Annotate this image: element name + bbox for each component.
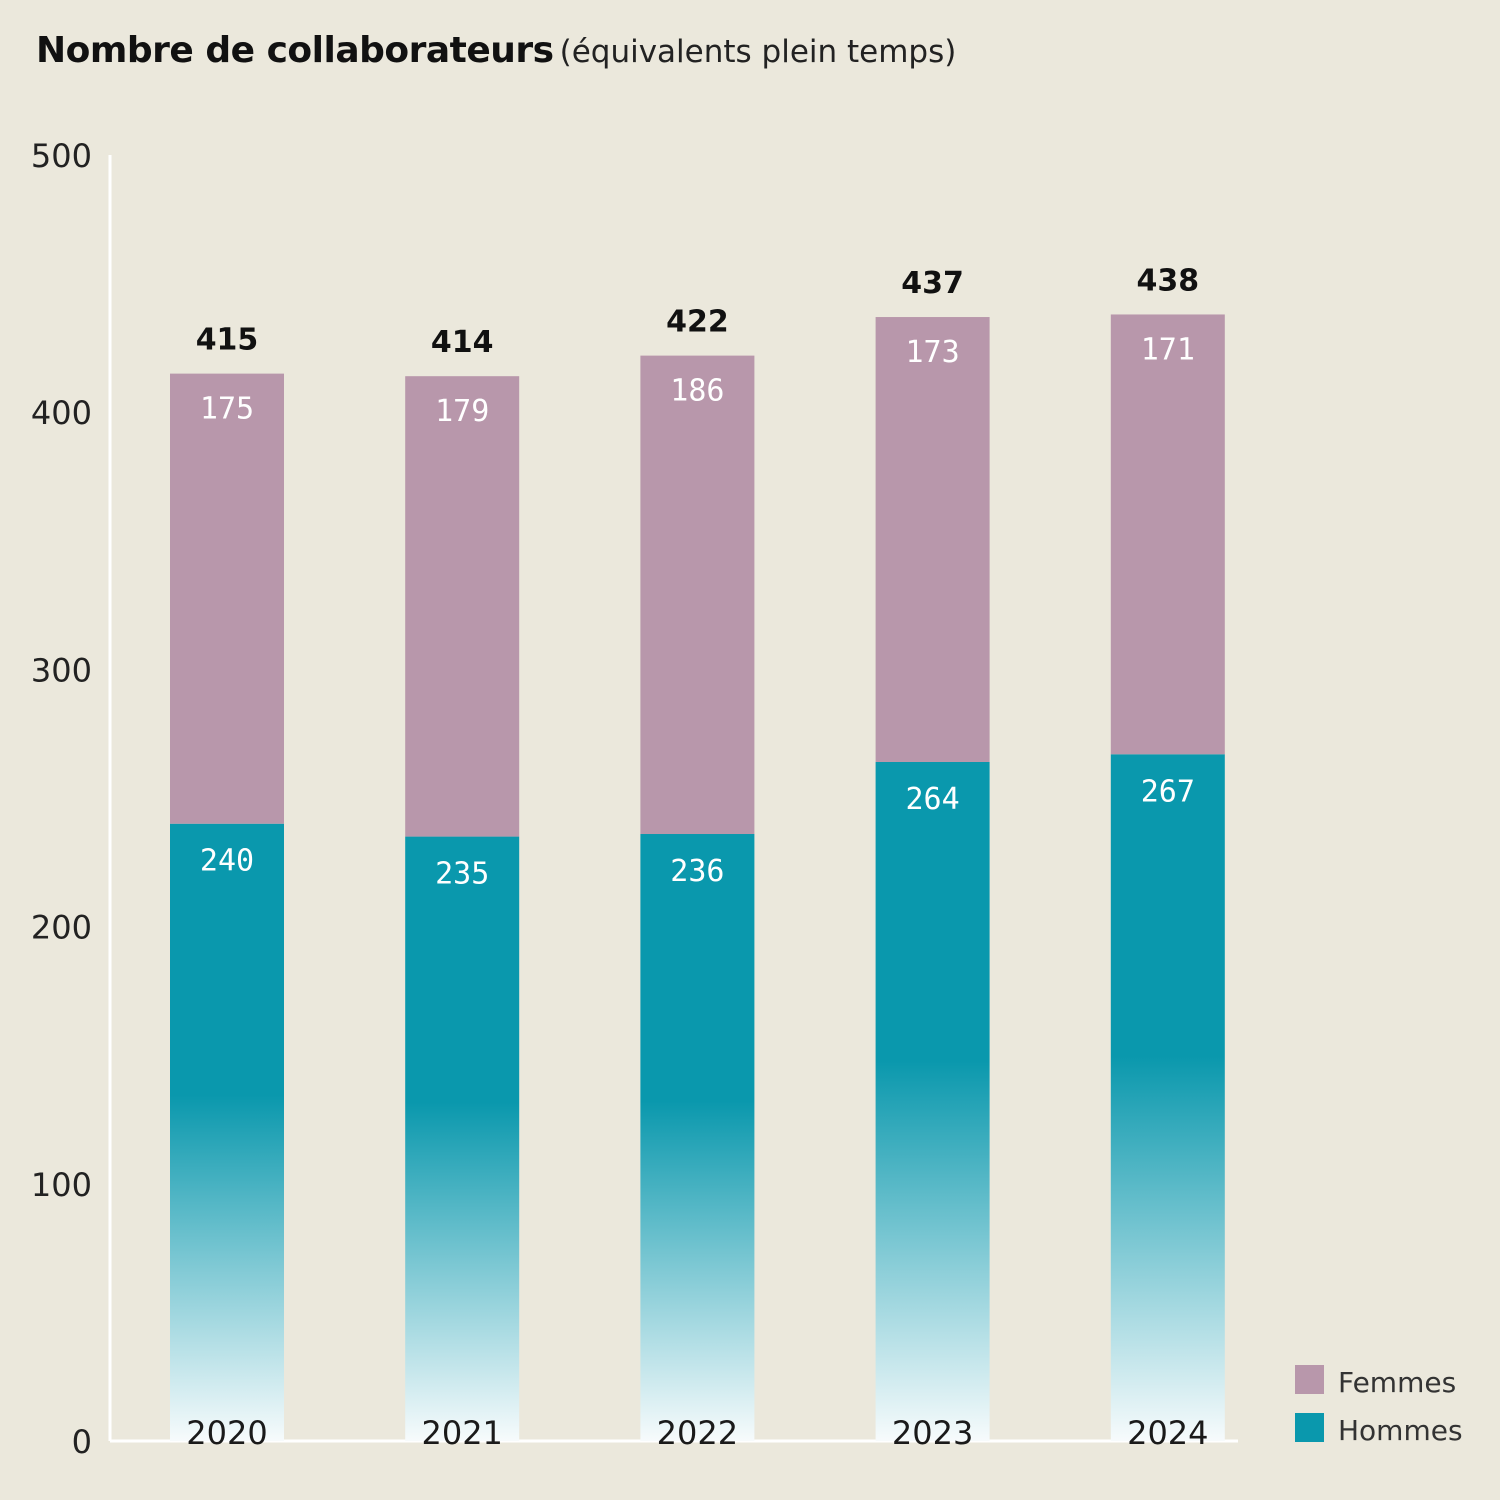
legend-swatch-hommes — [1295, 1413, 1324, 1442]
bars — [170, 314, 1225, 1441]
y-tick-label: 300 — [31, 651, 92, 689]
segment-label-femmes: 186 — [670, 374, 724, 409]
y-tick-label: 0 — [72, 1423, 92, 1461]
bar-segment-femmes — [170, 373, 284, 824]
y-tick-label: 100 — [31, 1166, 92, 1204]
total-label: 422 — [666, 305, 729, 340]
axes: 0 100 200 300 400 500 — [31, 137, 1238, 1461]
chart-title-block: Nombre de collaborateurs (équivalents ple… — [36, 30, 956, 71]
bar-segment-femmes — [405, 376, 520, 837]
chart-title: Nombre de collaborateurs — [36, 30, 554, 71]
total-label: 414 — [431, 325, 494, 360]
segment-label-hommes: 236 — [670, 854, 724, 889]
bar-segment-hommes — [170, 823, 284, 1441]
x-category-label: 2020 — [186, 1414, 267, 1452]
chart-subtitle: (équivalents plein temps) — [559, 34, 957, 70]
y-tick-label: 500 — [31, 137, 92, 175]
x-category-label: 2024 — [1127, 1414, 1208, 1452]
bar-segment-femmes — [1110, 314, 1225, 755]
legend: Femmes Hommes — [1295, 1365, 1463, 1447]
y-tick-label: 400 — [31, 394, 92, 432]
y-tick-label: 200 — [31, 909, 92, 947]
segment-label-femmes: 175 — [200, 392, 254, 427]
segment-label-hommes: 267 — [1141, 774, 1195, 809]
bar-segment-hommes — [640, 834, 755, 1441]
bar-segment-femmes — [875, 317, 990, 762]
legend-swatch-femmes — [1295, 1365, 1324, 1394]
bar-segment-hommes — [1110, 754, 1225, 1441]
bar-segment-hommes — [875, 761, 990, 1441]
segment-label-femmes: 179 — [435, 394, 489, 429]
total-label: 438 — [1136, 263, 1199, 298]
x-category-label: 2023 — [892, 1414, 973, 1452]
total-label: 415 — [196, 323, 259, 358]
legend-label-hommes: Hommes — [1338, 1414, 1463, 1447]
legend-label-femmes: Femmes — [1338, 1366, 1456, 1399]
segment-label-hommes: 264 — [906, 782, 960, 817]
segment-label-femmes: 173 — [906, 335, 960, 370]
bar-segment-hommes — [405, 836, 520, 1441]
x-category-label: 2021 — [421, 1414, 502, 1452]
bar-labels: 415 175 240 2020 414 179 235 2021 422 186 236 2022 4… — [186, 263, 1208, 1452]
bar-segment-femmes — [640, 355, 755, 835]
segment-label-hommes: 235 — [435, 857, 489, 892]
total-label: 437 — [901, 266, 964, 301]
x-category-label: 2022 — [657, 1414, 738, 1452]
segment-label-hommes: 240 — [200, 844, 254, 879]
segment-label-femmes: 171 — [1141, 332, 1195, 367]
